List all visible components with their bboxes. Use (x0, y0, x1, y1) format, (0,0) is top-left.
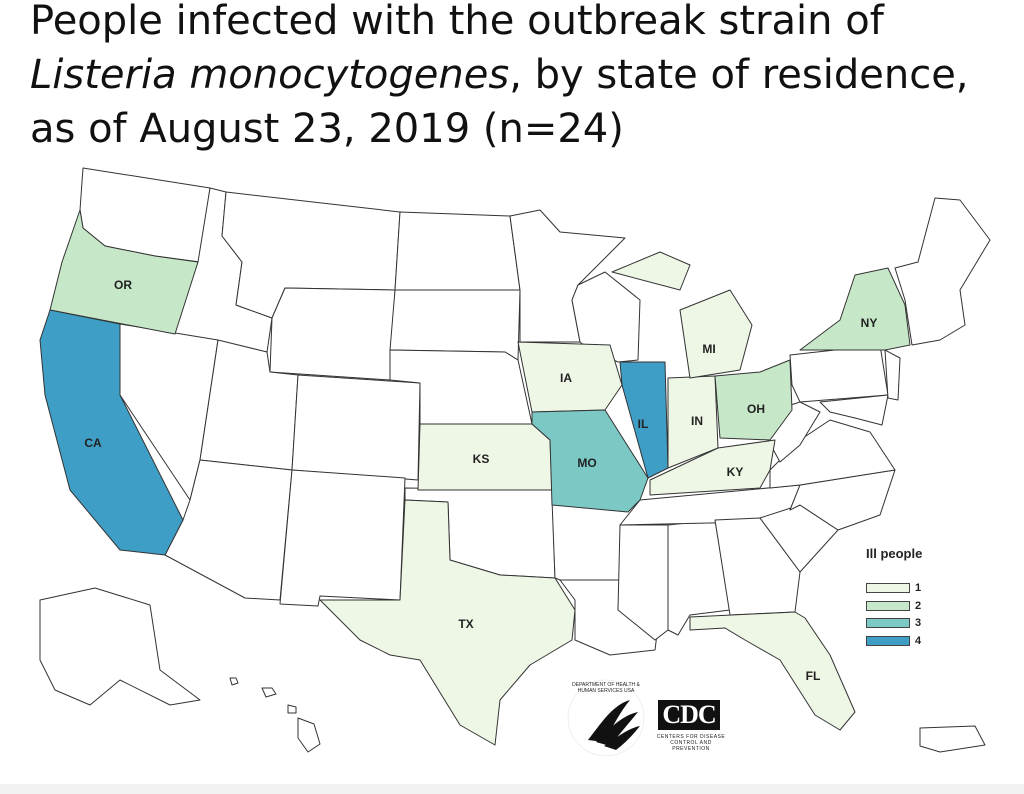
state-wy (269, 287, 396, 381)
legend-swatch-3 (866, 618, 910, 628)
state-labels: OR CA IA KS MO IL IN MI OH KY NY TX FL (84, 278, 877, 683)
title-text-1: People infected with the outbreak strain… (30, 0, 884, 44)
legend-label-1: 1 (915, 582, 922, 594)
state-wi (571, 271, 641, 363)
state-nd (394, 211, 521, 291)
state-new-england (894, 197, 991, 346)
state-ak (39, 587, 201, 706)
legend-title: Ill people (866, 546, 923, 561)
cdc-logo: CDC (658, 700, 720, 730)
label-mo: MO (577, 456, 596, 470)
label-ny: NY (861, 316, 878, 330)
label-il: IL (638, 417, 649, 431)
state-ny (799, 267, 911, 351)
state-hi (229, 677, 321, 753)
bottom-bar (0, 784, 1024, 794)
state-ky (649, 439, 776, 496)
legend-label-2: 2 (915, 600, 922, 612)
state-ms (617, 524, 669, 641)
state-ga (714, 517, 801, 616)
label-ia: IA (560, 371, 572, 385)
title-italic: Listeria monocytogenes (30, 52, 510, 98)
legend-swatch-1 (866, 583, 910, 593)
label-oh: OH (747, 402, 765, 416)
legend-swatch-2 (866, 601, 910, 611)
state-sd (389, 289, 521, 361)
title-text-2: , by state of residence, as of August 23… (30, 52, 969, 152)
state-co (291, 374, 421, 481)
case-states (39, 209, 911, 746)
state-ca (39, 309, 184, 556)
legend-item-2: 2 (866, 599, 921, 613)
state-nj (884, 349, 901, 401)
label-ks: KS (473, 452, 490, 466)
legend-label-4: 4 (915, 635, 922, 647)
state-fl (689, 611, 856, 731)
state-mi (611, 251, 753, 379)
legend-item-4: 4 (866, 634, 921, 648)
state-md (819, 394, 889, 426)
label-in: IN (691, 414, 703, 428)
state-nm (279, 469, 406, 607)
label-tx: TX (458, 617, 473, 631)
state-or (49, 209, 199, 335)
label-ca: CA (84, 436, 102, 450)
state-il (619, 361, 669, 479)
cdc-logo-subtitle: CENTERS FOR DISEASE CONTROL AND PREVENTI… (656, 734, 726, 752)
legend-item-1: 1 (866, 581, 921, 595)
uncolored-states (79, 167, 991, 656)
map-title: People infected with the outbreak strain… (30, 0, 1020, 156)
legend-item-3: 3 (866, 616, 921, 630)
label-mi: MI (702, 342, 715, 356)
state-mo (531, 409, 649, 513)
state-oh (714, 359, 793, 441)
legend-swatch-4 (866, 636, 910, 646)
legend-label-3: 3 (915, 617, 922, 629)
hhs-logo-text: DEPARTMENT OF HEALTH & HUMAN SERVICES US… (572, 682, 640, 694)
hhs-logo (567, 679, 645, 757)
label-or: OR (114, 278, 132, 292)
label-fl: FL (806, 669, 821, 683)
state-pa (789, 344, 889, 403)
label-ky: KY (727, 465, 744, 479)
state-ia (517, 341, 623, 413)
territory-pr (919, 725, 986, 753)
state-tx (319, 499, 576, 746)
